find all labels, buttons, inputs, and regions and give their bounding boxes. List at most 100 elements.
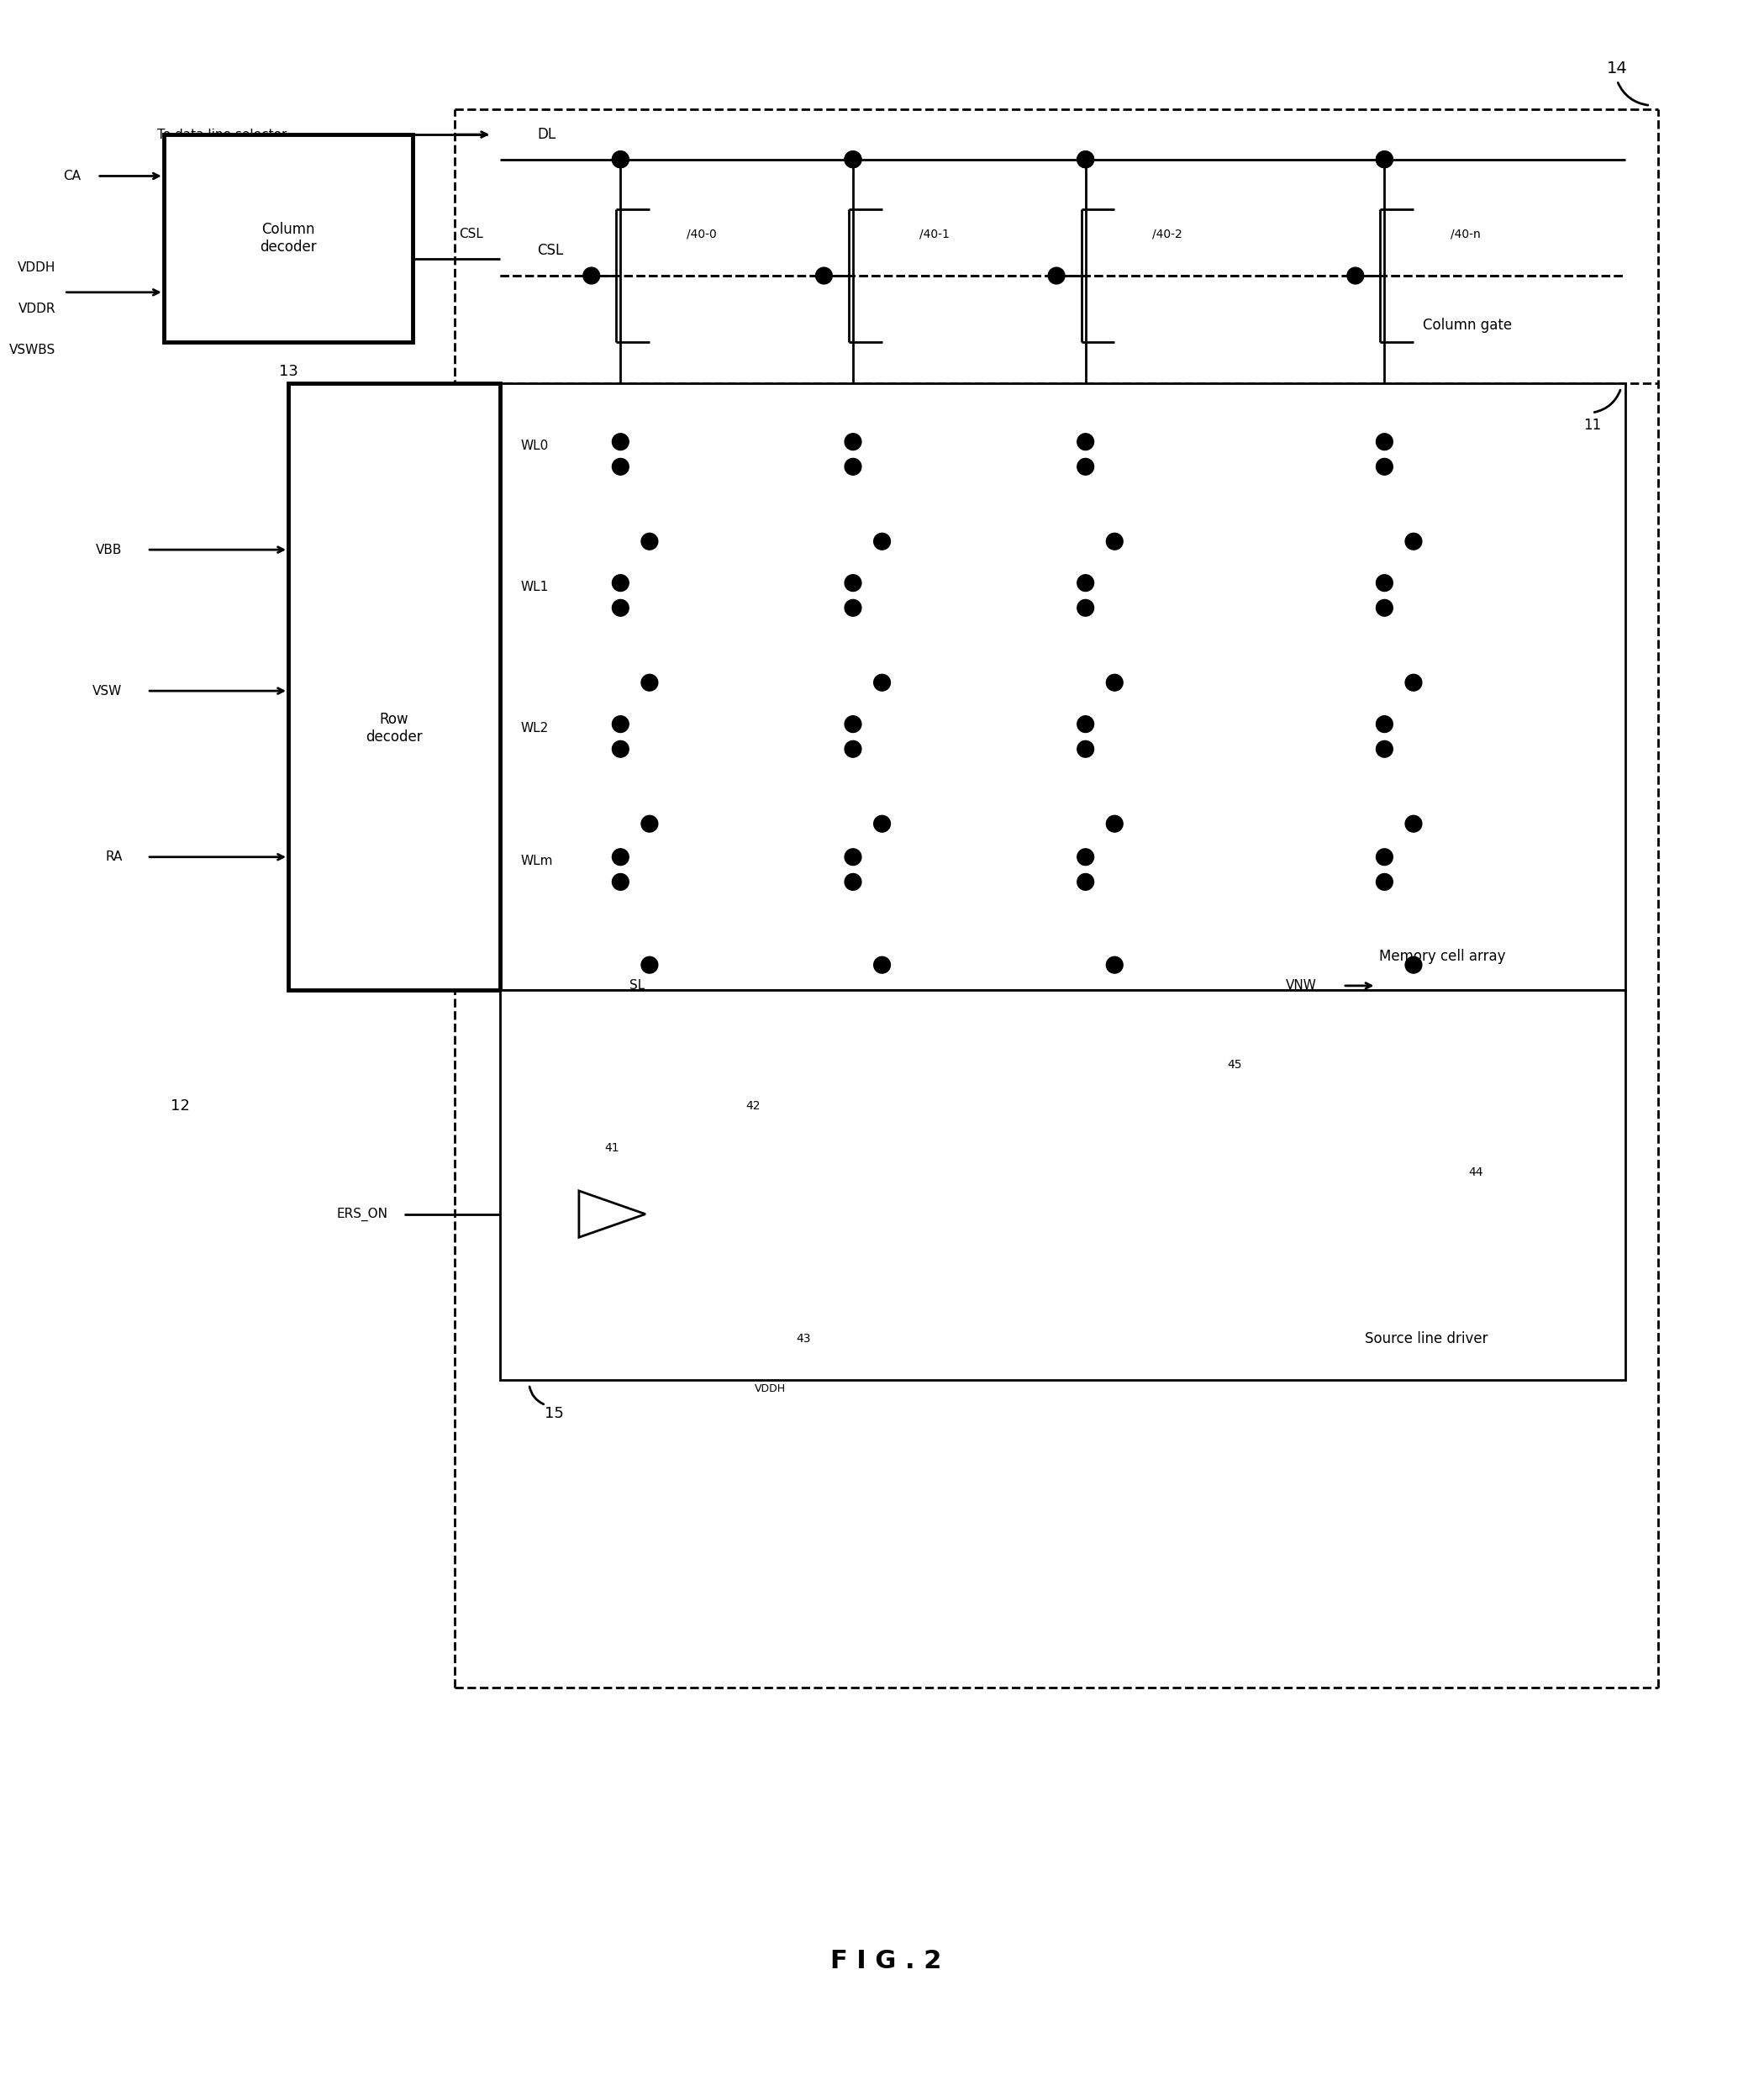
Circle shape <box>1376 740 1394 757</box>
Circle shape <box>612 151 628 168</box>
Circle shape <box>845 151 861 168</box>
Bar <box>164 134 413 342</box>
Text: VSWBS: VSWBS <box>9 344 56 356</box>
Circle shape <box>1406 532 1422 549</box>
Text: /40-0: /40-0 <box>686 228 716 241</box>
Text: 14: 14 <box>1607 61 1628 75</box>
Circle shape <box>612 717 628 732</box>
Text: 43: 43 <box>796 1333 810 1344</box>
Text: Source line driver: Source line driver <box>1364 1331 1487 1346</box>
Text: 41: 41 <box>605 1142 619 1153</box>
Circle shape <box>1376 151 1394 168</box>
Text: VNW: VNW <box>1286 979 1318 991</box>
Text: BL2: BL2 <box>1074 402 1097 415</box>
Text: /40-n: /40-n <box>1452 228 1482 241</box>
Text: WL0: WL0 <box>520 440 549 453</box>
Circle shape <box>612 849 628 866</box>
Text: 11: 11 <box>1582 417 1602 432</box>
Circle shape <box>815 268 833 283</box>
Bar <box>288 384 499 989</box>
Text: VDDH: VDDH <box>755 1383 785 1394</box>
Circle shape <box>845 740 861 757</box>
Circle shape <box>1406 675 1422 692</box>
Circle shape <box>845 849 861 866</box>
Circle shape <box>1078 717 1094 732</box>
Circle shape <box>1376 574 1394 591</box>
Circle shape <box>612 740 628 757</box>
Text: BL1: BL1 <box>841 402 864 415</box>
Circle shape <box>845 459 861 476</box>
Text: 15: 15 <box>545 1406 564 1421</box>
Circle shape <box>1376 717 1394 732</box>
Text: 44: 44 <box>1468 1167 1484 1178</box>
Circle shape <box>642 815 658 832</box>
Circle shape <box>1078 151 1094 168</box>
Circle shape <box>1078 874 1094 891</box>
Circle shape <box>1078 459 1094 476</box>
Text: Row
decoder: Row decoder <box>365 713 423 744</box>
Bar <box>499 989 1625 1379</box>
Text: 13: 13 <box>279 363 298 379</box>
Text: 42: 42 <box>746 1100 760 1113</box>
Bar <box>499 384 1625 989</box>
Text: 12: 12 <box>171 1098 191 1113</box>
Text: BL0: BL0 <box>609 402 633 415</box>
Circle shape <box>612 874 628 891</box>
Text: WL1: WL1 <box>520 581 549 593</box>
Text: ERS_ON: ERS_ON <box>337 1207 388 1220</box>
Text: CA: CA <box>64 170 81 182</box>
Text: /40-2: /40-2 <box>1152 228 1182 241</box>
Circle shape <box>1078 740 1094 757</box>
Circle shape <box>1376 874 1394 891</box>
Text: SL: SL <box>630 979 646 991</box>
Circle shape <box>845 574 861 591</box>
Circle shape <box>873 532 891 549</box>
Circle shape <box>1078 849 1094 866</box>
Circle shape <box>1376 599 1394 616</box>
Text: Column gate: Column gate <box>1424 319 1512 333</box>
Circle shape <box>612 599 628 616</box>
Circle shape <box>1406 956 1422 973</box>
Circle shape <box>1376 849 1394 866</box>
Text: DL: DL <box>538 128 556 143</box>
Text: To data line selector: To data line selector <box>157 128 288 140</box>
Text: WLm: WLm <box>520 855 554 868</box>
Text: VBB: VBB <box>95 543 122 555</box>
Circle shape <box>612 574 628 591</box>
Circle shape <box>1078 599 1094 616</box>
Text: WL2: WL2 <box>520 721 549 734</box>
Text: 45: 45 <box>1228 1058 1242 1071</box>
Text: Column
decoder: Column decoder <box>259 222 318 254</box>
Text: RA: RA <box>106 851 122 864</box>
Text: /40-1: /40-1 <box>919 228 949 241</box>
Circle shape <box>1106 956 1124 973</box>
Circle shape <box>642 675 658 692</box>
Text: VDDH: VDDH <box>18 262 56 275</box>
Circle shape <box>873 815 891 832</box>
Circle shape <box>1106 675 1124 692</box>
Circle shape <box>873 675 891 692</box>
Circle shape <box>845 874 861 891</box>
Text: VDDR: VDDR <box>18 302 56 314</box>
Circle shape <box>612 434 628 451</box>
Circle shape <box>612 151 628 168</box>
Text: CSL: CSL <box>459 228 483 241</box>
Text: Memory cell array: Memory cell array <box>1379 949 1506 964</box>
Circle shape <box>642 956 658 973</box>
Text: F I G . 2: F I G . 2 <box>831 1949 942 1974</box>
Circle shape <box>845 599 861 616</box>
Circle shape <box>1376 459 1394 476</box>
Text: VSW: VSW <box>92 685 122 698</box>
Circle shape <box>1106 815 1124 832</box>
Circle shape <box>1106 532 1124 549</box>
Circle shape <box>1406 815 1422 832</box>
Circle shape <box>873 956 891 973</box>
Circle shape <box>845 717 861 732</box>
Circle shape <box>1078 434 1094 451</box>
Circle shape <box>584 268 600 283</box>
Circle shape <box>612 459 628 476</box>
Circle shape <box>1376 151 1394 168</box>
Circle shape <box>845 151 861 168</box>
Circle shape <box>1078 151 1094 168</box>
Circle shape <box>845 434 861 451</box>
